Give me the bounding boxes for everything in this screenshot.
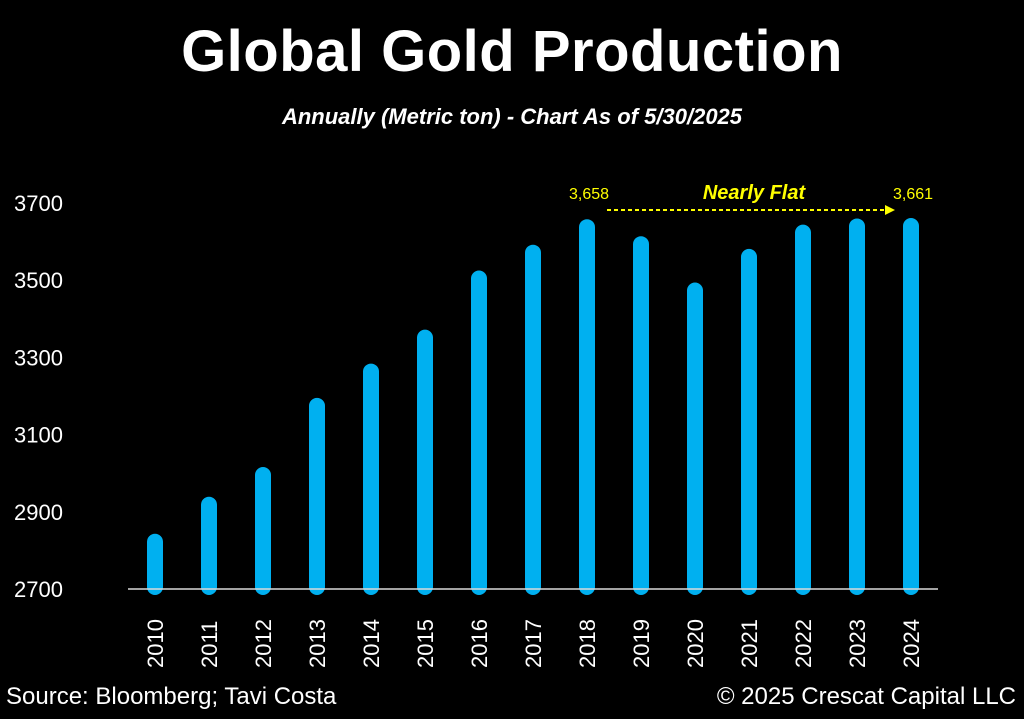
x-tick-label-2010: 2010	[143, 619, 168, 668]
x-tick-label-2018: 2018	[575, 619, 600, 668]
chart-subtitle: Annually (Metric ton) - Chart As of 5/30…	[281, 104, 743, 129]
x-tick-label-2023: 2023	[845, 619, 870, 668]
annotation-label: Nearly Flat	[703, 182, 807, 204]
chart-title: Global Gold Production	[181, 19, 843, 84]
bar-2020	[687, 282, 703, 595]
x-tick-label-2020: 2020	[683, 619, 708, 668]
y-tick-label: 3300	[14, 345, 63, 370]
x-tick-label-2017: 2017	[521, 619, 546, 668]
x-tick-label-2014: 2014	[359, 619, 384, 668]
copyright-note: © 2025 Crescat Capital LLC	[716, 683, 1016, 710]
x-tick-label-2011: 2011	[197, 621, 222, 668]
source-note: Source: Bloomberg; Tavi Costa	[6, 683, 337, 710]
bar-2019	[633, 236, 649, 596]
data-label-2024: 3,661	[893, 186, 933, 203]
data-label-2018: 3,658	[569, 186, 609, 203]
bar-2012	[255, 467, 271, 595]
x-tick-label-2021: 2021	[737, 619, 762, 668]
y-tick-label: 3100	[14, 423, 63, 448]
x-tick-label-2012: 2012	[251, 619, 276, 668]
x-tick-label-2019: 2019	[629, 619, 654, 668]
bars-group	[147, 218, 919, 596]
x-tick-label-2024: 2024	[899, 619, 924, 668]
bar-2017	[525, 244, 541, 596]
data-labels-group: 3,658 3,661 Nearly Flat	[569, 182, 933, 215]
bar-2024	[903, 218, 919, 595]
y-tick-label: 2700	[14, 577, 63, 602]
y-tick-label: 3700	[14, 191, 63, 216]
bar-2021	[741, 248, 757, 595]
bar-2018	[579, 219, 595, 595]
x-tick-label-2015: 2015	[413, 619, 438, 668]
bar-2010	[147, 533, 163, 595]
x-tick-label-2022: 2022	[791, 619, 816, 668]
y-axis-ticks: 3700 3500 3300 3100 2900 2700	[14, 191, 63, 602]
bar-2022	[795, 224, 811, 595]
bar-2014	[363, 363, 379, 595]
bar-2015	[417, 329, 433, 595]
x-axis-ticks: 2010 2011 2012 2013 2014 2015 2016 2017 2018 2019…	[128, 588, 938, 668]
bar-2011	[201, 496, 217, 595]
bar-2013	[309, 397, 325, 595]
y-tick-label: 3500	[14, 268, 63, 293]
bar-2016	[471, 270, 487, 595]
y-tick-label: 2900	[14, 500, 63, 525]
x-tick-label-2016: 2016	[467, 619, 492, 668]
x-tick-label-2013: 2013	[305, 619, 330, 668]
bar-2023	[849, 218, 865, 595]
